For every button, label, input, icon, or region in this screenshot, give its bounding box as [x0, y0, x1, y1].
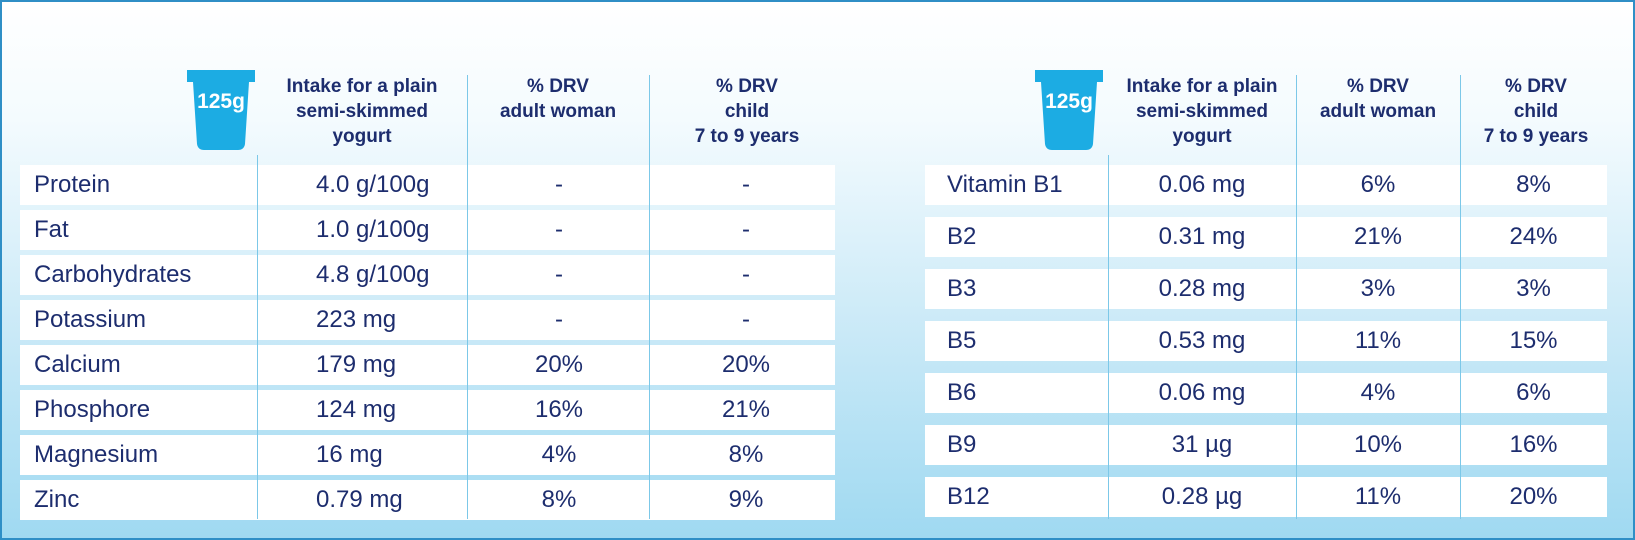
- intake-value: 0.28 µg: [1161, 483, 1243, 510]
- drv-child-value: 15%: [1509, 327, 1558, 354]
- nutrient-name: Zinc: [34, 486, 80, 513]
- drv-adult-value: 11%: [1354, 483, 1402, 510]
- vitamin-name: B3: [947, 275, 977, 302]
- header-adult-woman: % DRV adult woman: [499, 76, 617, 122]
- vitamin-name: B6: [947, 379, 977, 406]
- drv-child-value: -: [742, 171, 750, 198]
- drv-adult-value: -: [555, 306, 563, 333]
- drv-adult-value: 4%: [1360, 379, 1396, 406]
- table-row: Protein 4.0 g/100g - -: [20, 165, 835, 205]
- drv-adult-value: 21%: [1353, 223, 1403, 250]
- drv-child-value: 24%: [1509, 223, 1558, 250]
- table-row: Magnesium 16 mg 4% 8%: [20, 435, 835, 475]
- intake-value: 16 mg: [316, 441, 383, 468]
- yogurt-cup-icon: 125g: [185, 68, 257, 152]
- intake-value: 179 mg: [316, 351, 397, 378]
- header-intake: Intake for a plain semi-skimmed yogurt: [1126, 76, 1278, 147]
- drv-adult-value: 20%: [534, 351, 584, 378]
- drv-adult-value: 6%: [1360, 171, 1396, 198]
- nutrient-name: Magnesium: [34, 441, 159, 468]
- vitamin-name: Vitamin B1: [947, 171, 1063, 198]
- vitamin-name: B12: [947, 483, 990, 510]
- table-row: B3 0.28 mg 3% 3%: [925, 269, 1607, 309]
- header-adult-woman: % DRV adult woman: [1319, 76, 1437, 122]
- drv-child-value: 16%: [1509, 431, 1558, 458]
- header-intake: Intake for a plain semi-skimmed yogurt: [286, 76, 438, 147]
- drv-child-value: -: [742, 306, 750, 333]
- intake-value: 4.0 g/100g: [316, 171, 430, 198]
- intake-value: 31 µg: [1171, 431, 1233, 458]
- vitamin-name: B5: [947, 327, 977, 354]
- table-row: B5 0.53 mg 11% 15%: [925, 321, 1607, 361]
- column-divider: [649, 75, 650, 519]
- table-row: Calcium 179 mg 20% 20%: [20, 345, 835, 385]
- cup-size-label: 125g: [197, 90, 245, 113]
- column-divider: [1108, 155, 1109, 519]
- drv-child-value: 8%: [1516, 171, 1551, 198]
- intake-value: 4.8 g/100g: [316, 261, 430, 288]
- intake-value: 223 mg: [316, 306, 397, 333]
- drv-child-value: -: [742, 261, 750, 288]
- drv-child-value: -: [742, 216, 750, 243]
- header-child: % DRV child 7 to 9 years: [1483, 76, 1589, 147]
- table-row: Fat 1.0 g/100g - -: [20, 210, 835, 250]
- nutrient-name: Phosphore: [34, 396, 151, 423]
- drv-adult-value: -: [555, 261, 563, 288]
- drv-child-value: 20%: [1509, 483, 1558, 510]
- intake-value: 0.28 mg: [1158, 275, 1246, 302]
- nutrient-name: Fat: [34, 216, 69, 243]
- left-nutrition-table: 125g Intake for a plain semi-skimmed yog…: [20, 68, 835, 520]
- table-row: B12 0.28 µg 11% 20%: [925, 477, 1607, 517]
- intake-value: 0.06 mg: [1158, 171, 1246, 198]
- nutrient-name: Protein: [34, 171, 111, 198]
- table-row: Vitamin B1 0.06 mg 6% 8%: [925, 165, 1607, 205]
- drv-adult-value: 4%: [541, 441, 577, 468]
- intake-value: 0.53 mg: [1158, 327, 1246, 354]
- intake-value: 0.79 mg: [316, 486, 403, 513]
- header-child: % DRV child 7 to 9 years: [694, 76, 800, 147]
- yogurt-cup-shape: [187, 70, 255, 150]
- table-row: B2 0.31 mg 21% 24%: [925, 217, 1607, 257]
- intake-value: 1.0 g/100g: [316, 216, 430, 243]
- yogurt-cup-shape: [1035, 70, 1103, 150]
- column-divider: [257, 155, 258, 519]
- nutrient-name: Potassium: [34, 306, 147, 333]
- table-row: Carbohydrates 4.8 g/100g - -: [20, 255, 835, 295]
- intake-value: 0.31 mg: [1158, 223, 1246, 250]
- drv-child-value: 20%: [721, 351, 771, 378]
- nutrient-name: Carbohydrates: [34, 261, 192, 288]
- column-divider: [1460, 75, 1461, 519]
- drv-adult-value: -: [555, 171, 563, 198]
- intake-value: 0.06 mg: [1158, 379, 1246, 406]
- drv-adult-value: 8%: [541, 486, 577, 513]
- drv-child-value: 9%: [728, 486, 764, 513]
- table-row: Zinc 0.79 mg 8% 9%: [20, 480, 835, 520]
- nutrient-name: Calcium: [34, 351, 121, 378]
- vitamin-name: B2: [947, 223, 977, 250]
- yogurt-cup-icon: 125g: [1033, 68, 1105, 152]
- column-divider: [467, 75, 468, 519]
- drv-child-value: 8%: [728, 441, 764, 468]
- drv-child-value: 3%: [1516, 275, 1551, 302]
- drv-adult-value: 16%: [534, 396, 584, 423]
- drv-adult-value: -: [555, 216, 563, 243]
- table-row: Phosphore 124 mg 16% 21%: [20, 390, 835, 430]
- intake-value: 124 mg: [316, 396, 397, 423]
- table-row: B9 31 µg 10% 16%: [925, 425, 1607, 465]
- cup-size-label: 125g: [1045, 90, 1093, 113]
- column-divider: [1296, 75, 1297, 519]
- drv-adult-value: 3%: [1360, 275, 1396, 302]
- table-row: B6 0.06 mg 4% 6%: [925, 373, 1607, 413]
- drv-adult-value: 11%: [1354, 327, 1402, 354]
- drv-child-value: 6%: [1516, 379, 1551, 406]
- table-row: Potassium 223 mg - -: [20, 300, 835, 340]
- drv-child-value: 21%: [721, 396, 771, 423]
- vitamin-name: B9: [947, 431, 977, 458]
- drv-adult-value: 10%: [1353, 431, 1403, 458]
